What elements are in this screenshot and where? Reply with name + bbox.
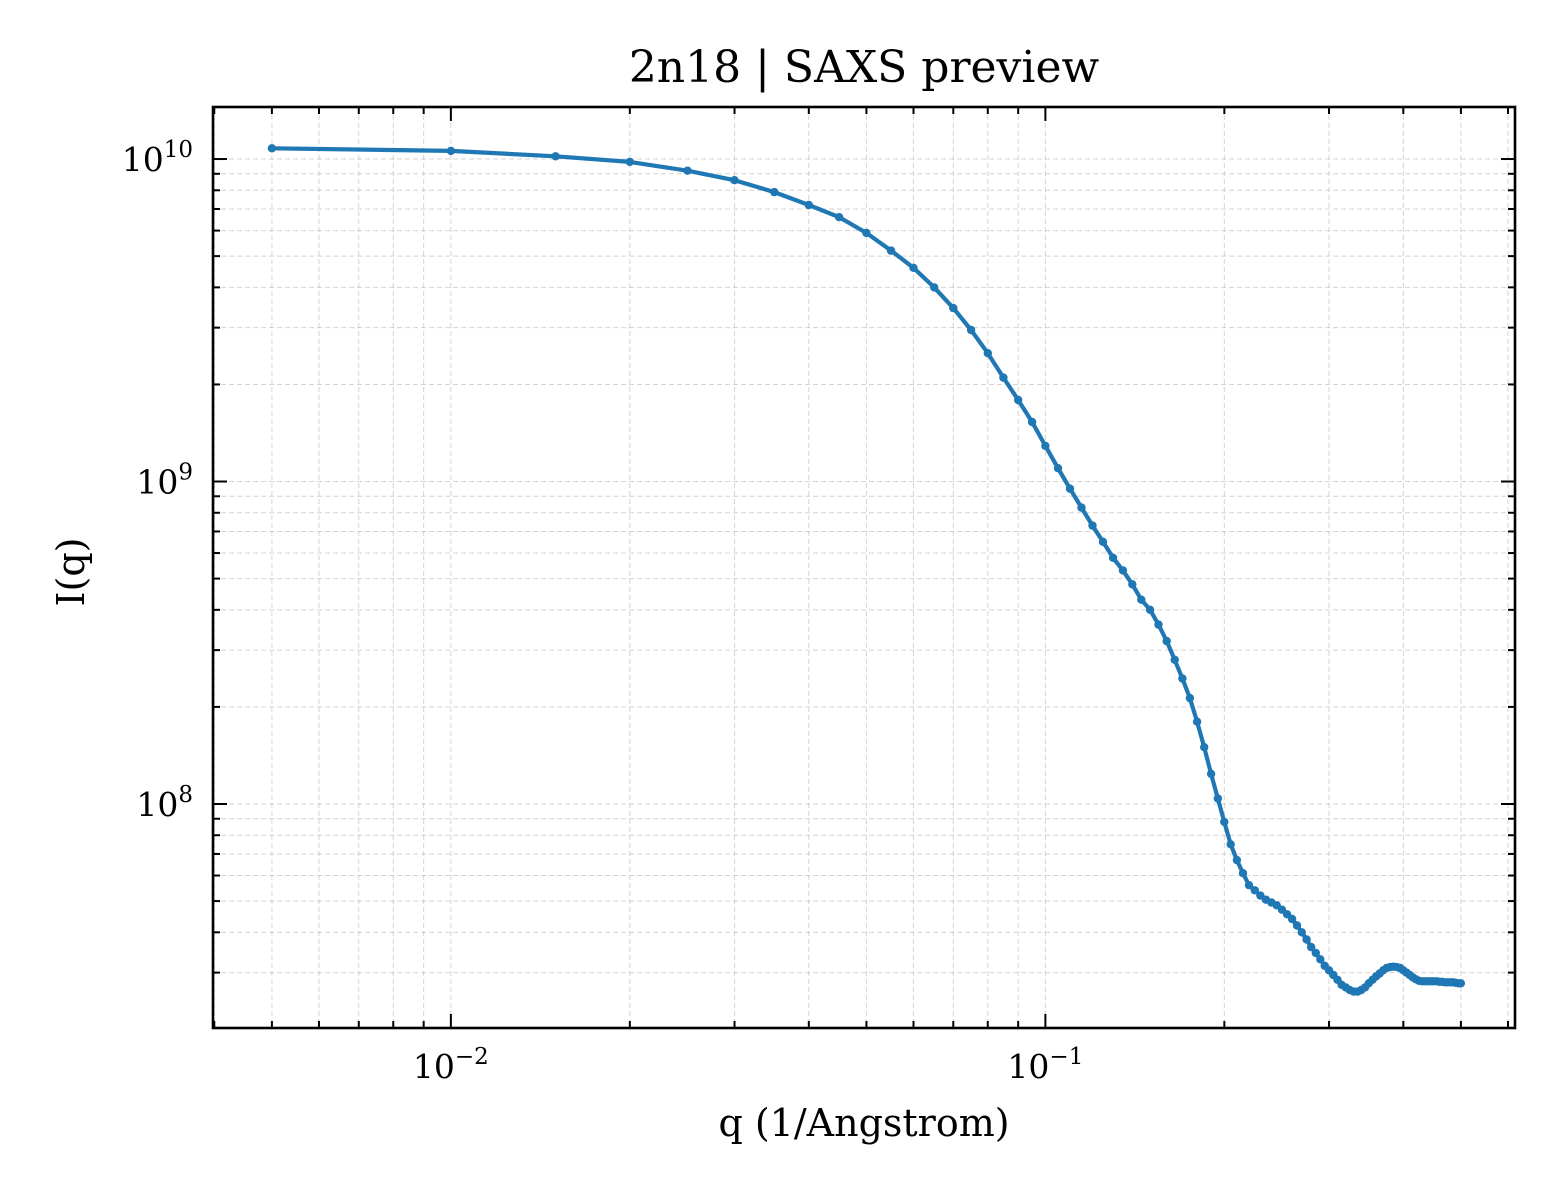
chart-title: 2n18 | SAXS preview [629,42,1100,93]
data-point [1162,636,1171,646]
data-point [804,200,813,210]
data-point [267,144,277,153]
data-point [1053,464,1063,473]
data-point [1185,693,1195,703]
data-point [1316,955,1325,964]
data-point [1244,881,1254,890]
data-point [1088,521,1097,530]
x-tick-label-base: 10 [413,1047,455,1086]
data-point [446,146,456,156]
data-point [886,246,896,255]
data-point [1178,674,1187,683]
series-line [269,146,1463,994]
data-point [1307,942,1316,952]
y-tick-label-exponent: 8 [178,782,193,808]
data-point [1297,928,1307,937]
data-point [1154,620,1163,629]
data-point [949,303,958,313]
data-point [1238,869,1248,878]
y-tick-label-base: 10 [136,785,178,824]
data-point [770,187,779,197]
data-point [1302,935,1311,944]
y-tick-label: 109 [136,460,193,502]
x-tick-label-exponent: −2 [455,1044,489,1070]
data-point [966,325,976,335]
data-point [1311,948,1321,958]
data-point [1065,484,1075,493]
data-point [1014,395,1023,405]
data-point [835,213,844,222]
y-tick-label-base: 10 [136,463,178,502]
x-tick-label-base: 10 [1007,1047,1049,1086]
data-point [1226,840,1235,849]
data-point [551,152,560,161]
data-point [1200,743,1209,752]
data-point [1213,794,1223,803]
data-point [1137,595,1146,604]
y-tick-label-exponent: 9 [178,460,193,486]
data-point [1027,417,1037,427]
data-point [909,263,918,272]
data-point [1287,914,1297,924]
data-point [1456,979,1466,988]
x-tick-label: 10−1 [1007,1044,1083,1086]
data-point [999,373,1008,382]
y-axis-label: I(q) [49,538,93,607]
x-axis-label: q (1/Angstrom) [718,1101,1009,1145]
data-point [1108,553,1118,562]
data-point [1170,655,1179,664]
data-point [683,166,692,175]
y-tick-label-base: 10 [122,140,164,179]
y-tick-label: 108 [136,782,193,824]
data-point [730,176,739,185]
data-point [1206,769,1216,779]
plot-frame [211,105,1517,1030]
data-point [1077,503,1086,512]
data-point [930,283,939,292]
y-tick-label-exponent: 10 [164,137,193,163]
series-layer [267,144,1466,996]
data-point [1232,855,1242,865]
y-tick-label: 1010 [122,137,193,179]
data-point [1220,817,1229,827]
data-point [1128,580,1137,589]
data-point [625,157,634,167]
data-point [983,349,992,358]
data-point [1292,921,1302,930]
data-point [862,228,871,238]
x-tick-label-exponent: −1 [1049,1044,1083,1070]
data-point [1250,886,1260,895]
data-point [1145,605,1155,614]
grid-lines [213,107,1515,1028]
x-tick-label: 10−2 [413,1044,489,1086]
data-point [1098,537,1108,546]
data-point [1041,441,1050,451]
data-point [1118,566,1128,575]
data-point [1192,717,1202,726]
